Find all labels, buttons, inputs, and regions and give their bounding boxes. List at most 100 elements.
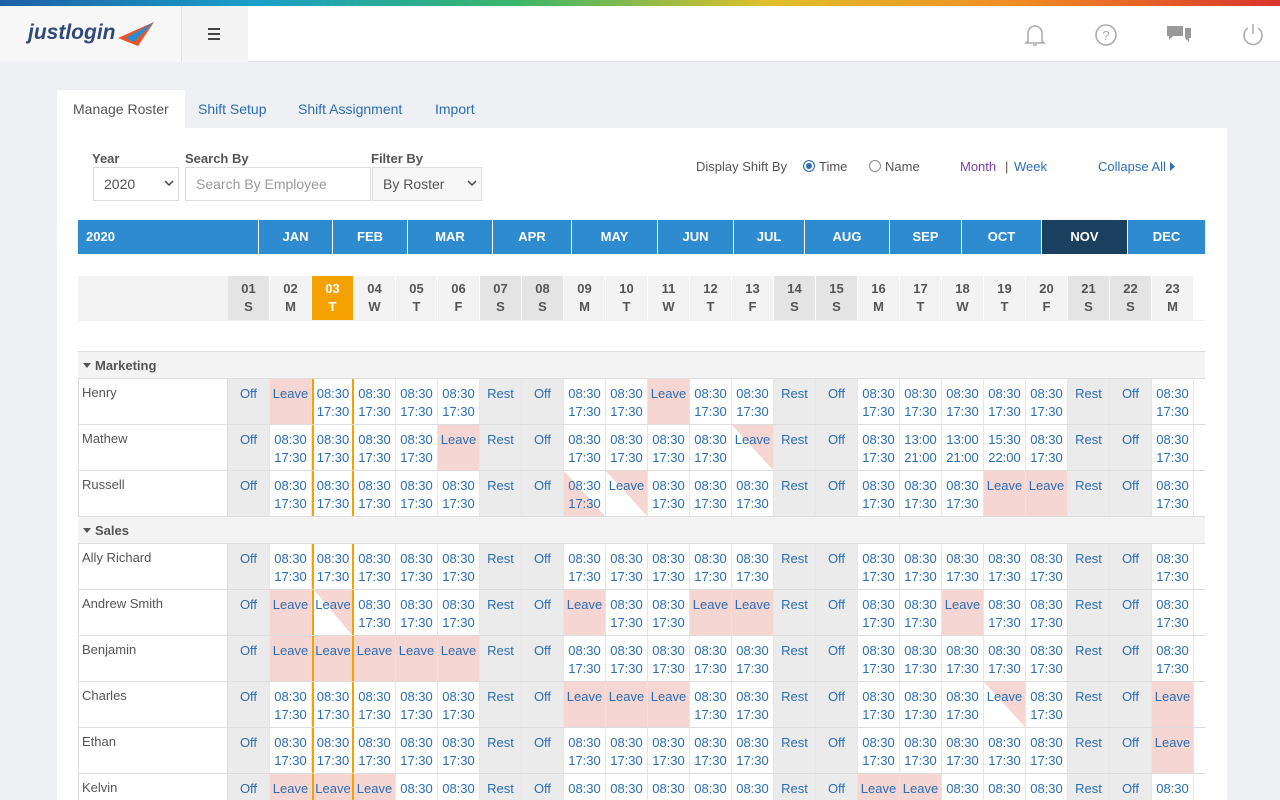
month-link[interactable]: Month [960,159,997,174]
shift-cell[interactable]: 08:30 17:30 [312,682,354,727]
shift-cell[interactable]: 08:30 17:30 [942,728,984,773]
shift-cell[interactable]: 08:30 17:30 [1026,774,1068,800]
shift-cell[interactable]: 08:30 17:30 [564,471,606,516]
shift-cell[interactable]: Off [228,544,270,589]
shift-cell[interactable]: 08:30 17:30 [606,774,648,800]
shift-cell[interactable]: 08:30 17:30 [606,544,648,589]
employee-name[interactable]: Henry [78,379,228,424]
shift-cell[interactable]: 08:30 17:30 [648,636,690,681]
collapse-all[interactable]: Collapse All [1098,159,1166,174]
shift-cell[interactable]: Leave [900,774,942,800]
shift-cell[interactable]: 15:30 22:00 [984,425,1026,470]
shift-cell[interactable]: Rest [774,544,816,589]
week-link[interactable]: Week [1014,159,1047,174]
shift-cell[interactable]: Off [228,636,270,681]
shift-cell[interactable]: 08:30 17:30 [438,544,480,589]
radio-option[interactable]: Time [803,159,847,174]
shift-cell[interactable]: 13:00 21:00 [900,425,942,470]
shift-cell[interactable]: 08:30 17:30 [690,544,732,589]
day-header[interactable]: 04 W [354,276,396,320]
shift-cell[interactable]: 08:30 17:30 [732,471,774,516]
shift-cell[interactable]: 08:30 17:30 [270,471,312,516]
shift-cell[interactable]: 08:30 17:30 [354,728,396,773]
employee-name[interactable]: Kelvin [78,774,228,800]
shift-cell[interactable]: Off [1110,774,1152,800]
shift-cell[interactable]: 08:30 17:30 [312,425,354,470]
shift-cell[interactable]: 08:30 17:30 [858,471,900,516]
shift-cell[interactable]: 08:30 17:30 [942,774,984,800]
shift-cell[interactable]: Leave [564,590,606,635]
day-header[interactable]: 12 T [690,276,732,320]
day-header[interactable]: 05 T [396,276,438,320]
shift-cell[interactable]: Off [228,682,270,727]
shift-cell[interactable]: Rest [480,774,522,800]
day-header[interactable]: 21 S [1068,276,1110,320]
shift-cell[interactable]: Off [816,544,858,589]
tab[interactable]: Manage Roster [57,90,185,128]
day-header[interactable]: 11 W [648,276,690,320]
shift-cell[interactable]: 08:30 17:30 [900,728,942,773]
shift-cell[interactable]: 08:30 17:30 [354,379,396,424]
shift-cell[interactable]: Off [1110,544,1152,589]
shift-cell[interactable]: Rest [1068,728,1110,773]
menu-toggle[interactable] [182,6,248,62]
shift-cell[interactable]: Off [816,636,858,681]
shift-cell[interactable]: Rest [1068,774,1110,800]
shift-cell[interactable]: Leave [270,590,312,635]
shift-cell[interactable]: Off [522,682,564,727]
employee-name[interactable]: Benjamin [78,636,228,681]
shift-cell[interactable]: Off [816,379,858,424]
shift-cell[interactable]: 08:30 17:30 [648,728,690,773]
month-cell[interactable]: OCT [961,220,1041,254]
day-header[interactable]: 03 T [312,276,354,320]
shift-cell[interactable]: 08:30 17:30 [858,425,900,470]
day-header[interactable]: 16 M [858,276,900,320]
shift-cell[interactable]: Off [522,774,564,800]
shift-cell[interactable]: 08:30 17:30 [312,471,354,516]
shift-cell[interactable]: Rest [1068,425,1110,470]
shift-cell[interactable]: Rest [480,636,522,681]
shift-cell[interactable]: 08:30 17:30 [690,774,732,800]
shift-cell[interactable]: 08:30 17:30 [858,636,900,681]
group-row[interactable]: Marketing [78,352,1205,379]
month-cell[interactable]: MAY [571,220,657,254]
shift-cell[interactable]: 08:30 17:30 [438,728,480,773]
shift-cell[interactable]: Off [228,471,270,516]
day-header[interactable]: 10 T [606,276,648,320]
month-cell[interactable]: JUN [657,220,733,254]
shift-cell[interactable]: Leave [1152,728,1194,773]
shift-cell[interactable]: 08:30 17:30 [900,682,942,727]
shift-cell[interactable]: 08:30 17:30 [984,728,1026,773]
shift-cell[interactable]: Rest [1068,471,1110,516]
shift-cell[interactable]: 08:30 17:30 [984,544,1026,589]
shift-cell[interactable]: Leave [732,590,774,635]
shift-cell[interactable]: Off [1110,728,1152,773]
shift-cell[interactable]: 08:30 17:30 [1152,425,1194,470]
shift-cell[interactable]: Rest [1068,590,1110,635]
shift-cell[interactable]: Leave [354,636,396,681]
shift-cell[interactable]: 08:30 17:30 [648,425,690,470]
employee-name[interactable]: Charles [78,682,228,727]
shift-cell[interactable]: 08:30 17:30 [606,636,648,681]
shift-cell[interactable]: 08:30 17:30 [438,379,480,424]
shift-cell[interactable]: 08:30 17:30 [396,590,438,635]
shift-cell[interactable]: Leave [732,425,774,470]
shift-cell[interactable]: 08:30 17:30 [354,425,396,470]
day-header[interactable]: 19 T [984,276,1026,320]
shift-cell[interactable]: Off [228,774,270,800]
shift-cell[interactable]: Off [522,728,564,773]
shift-cell[interactable]: Leave [270,774,312,800]
shift-cell[interactable]: 08:30 17:30 [354,471,396,516]
shift-cell[interactable]: 08:30 17:30 [648,590,690,635]
shift-cell[interactable]: 08:30 17:30 [1152,544,1194,589]
shift-cell[interactable]: Leave [438,636,480,681]
shift-cell[interactable]: 08:30 17:30 [564,379,606,424]
day-header[interactable]: 07 S [480,276,522,320]
shift-cell[interactable]: 08:30 17:30 [858,379,900,424]
shift-cell[interactable]: 08:30 17:30 [648,544,690,589]
shift-cell[interactable]: Rest [480,682,522,727]
shift-cell[interactable]: Off [1110,682,1152,727]
shift-cell[interactable]: 08:30 17:30 [1026,636,1068,681]
shift-cell[interactable]: 13:00 21:00 [942,425,984,470]
help-icon[interactable]: ? [1093,22,1119,48]
